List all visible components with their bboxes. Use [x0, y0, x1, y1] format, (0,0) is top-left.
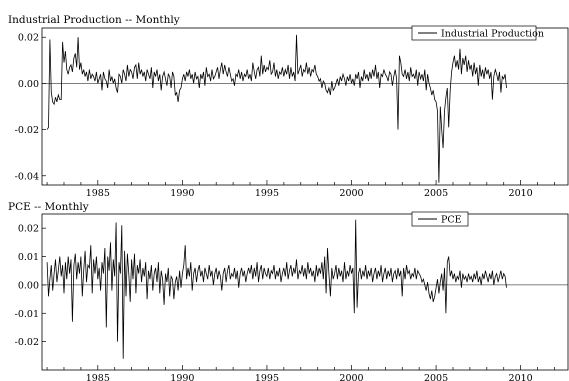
legend-box	[411, 25, 537, 41]
y-tick-label: 0.02	[18, 33, 39, 44]
y-tick-label: -0.01	[15, 309, 39, 320]
legend: PCE	[411, 211, 469, 227]
y-tick-label: -0.02	[15, 125, 39, 136]
x-tick-label: 2000	[339, 188, 363, 199]
y-axis-ticks: -0.04 -0.02 0.00 0.02	[15, 33, 46, 182]
x-tick-label: 1995	[255, 373, 279, 381]
panel-pce: PCE -- Monthly -0.02 -0.01 0.00 0.01 0.02 19…	[8, 201, 569, 381]
y-tick-label: -0.02	[15, 337, 39, 348]
plot-frame	[41, 27, 569, 186]
x-tick-label: 1990	[170, 373, 194, 381]
x-tick-label: 2005	[424, 373, 448, 381]
series-line-pce	[46, 219, 507, 359]
x-tick-label: 1985	[86, 188, 110, 199]
x-axis-ticks: 1985 1990 1995 2000 2005 2010	[46, 180, 555, 199]
x-tick-label: 1995	[255, 188, 279, 199]
x-tick-label: 2005	[424, 188, 448, 199]
legend-label: Industrial Production	[441, 29, 544, 40]
x-tick-label: 1985	[86, 373, 110, 381]
plot-frame	[41, 213, 569, 371]
legend-box	[411, 211, 469, 227]
y-tick-label: 0.00	[18, 280, 39, 291]
y-tick-label: 0.02	[18, 224, 39, 235]
panel-title: PCE -- Monthly	[8, 201, 89, 213]
panel-industrial-production: Industrial Production -- Monthly -0.04-0…	[8, 14, 569, 199]
x-tick-label: 1990	[170, 188, 194, 199]
panel-title: Industrial Production -- Monthly	[8, 14, 180, 26]
y-tick-label: 0.01	[18, 252, 39, 263]
x-tick-label: 2010	[509, 373, 533, 381]
series-line-industrial-production	[46, 34, 507, 183]
y-tick-label: 0.00	[18, 79, 39, 90]
y-tick-label: -0.04	[15, 171, 39, 182]
x-tick-label: 2000	[339, 373, 363, 381]
x-axis-ticks: 1985 1990 1995 2000 2005 2010	[46, 365, 555, 381]
y-axis-ticks: -0.02 -0.01 0.00 0.01 0.02	[15, 224, 46, 348]
legend-label: PCE	[441, 215, 462, 226]
x-tick-label: 2010	[509, 188, 533, 199]
legend: Industrial Production	[411, 25, 544, 41]
